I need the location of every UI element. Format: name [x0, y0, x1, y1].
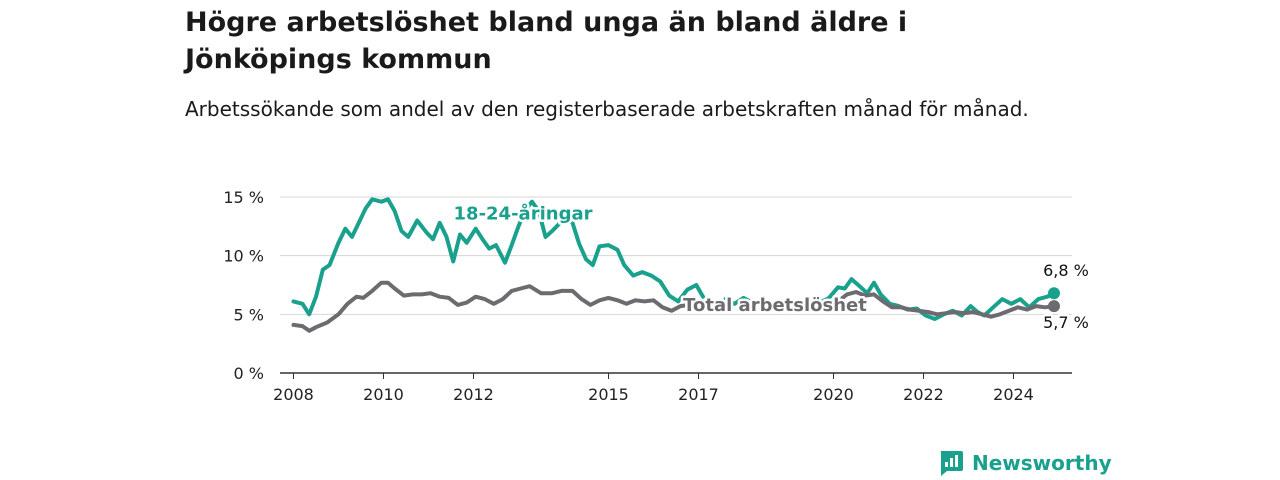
- x-tick-label: 2017: [678, 385, 719, 404]
- x-tick-label: 2012: [453, 385, 494, 404]
- x-tick-label: 2010: [363, 385, 404, 404]
- end-markers: [1048, 287, 1060, 313]
- total-end-marker: [1048, 300, 1060, 313]
- total-end-value: 5,7 %: [1043, 313, 1089, 332]
- youth-series-label: 18-24-åringar: [454, 202, 593, 224]
- series-line: [723, 295, 755, 306]
- y-tick-label: 0 %: [234, 364, 264, 383]
- series-line: [818, 290, 1056, 319]
- brand: Newsworthy: [938, 449, 1112, 477]
- y-tick-labels: 0 % 5 % 10 % 15 %: [223, 188, 264, 383]
- x-tick-label: 2008: [273, 385, 314, 404]
- series-line: [818, 277, 1056, 321]
- y-tick-label: 5 %: [234, 305, 264, 324]
- x-tick-label: 2020: [813, 385, 854, 404]
- grid-lines: [280, 196, 1072, 315]
- total-series-label: Total arbetslöshet: [683, 295, 867, 316]
- y-tick-label: 15 %: [223, 188, 264, 207]
- series-lines: [291, 197, 1056, 333]
- chart-subtitle: Arbetssökande som andel av den registerb…: [185, 97, 1029, 121]
- youth-end-marker: [1048, 287, 1060, 300]
- series-line: [291, 197, 705, 317]
- youth-end-value: 6,8 %: [1043, 261, 1089, 280]
- x-tick-label: 2015: [588, 385, 629, 404]
- x-tick-label: 2024: [993, 385, 1034, 404]
- series-line: [291, 280, 692, 333]
- x-axis: 2008 2010 2012 2015 2017 2020 2022 2024: [273, 372, 1072, 404]
- annotations: 18-24-åringar Total arbetslöshet 6,8 % 5,7 …: [451, 200, 1091, 335]
- chart-title: Högre arbetslöshet bland unga än bland ä…: [185, 7, 908, 75]
- y-tick-label: 10 %: [223, 247, 264, 266]
- x-tick-label: 2022: [903, 385, 944, 404]
- brand-name: Newsworthy: [972, 451, 1112, 475]
- newsworthy-logo-icon: [940, 451, 963, 476]
